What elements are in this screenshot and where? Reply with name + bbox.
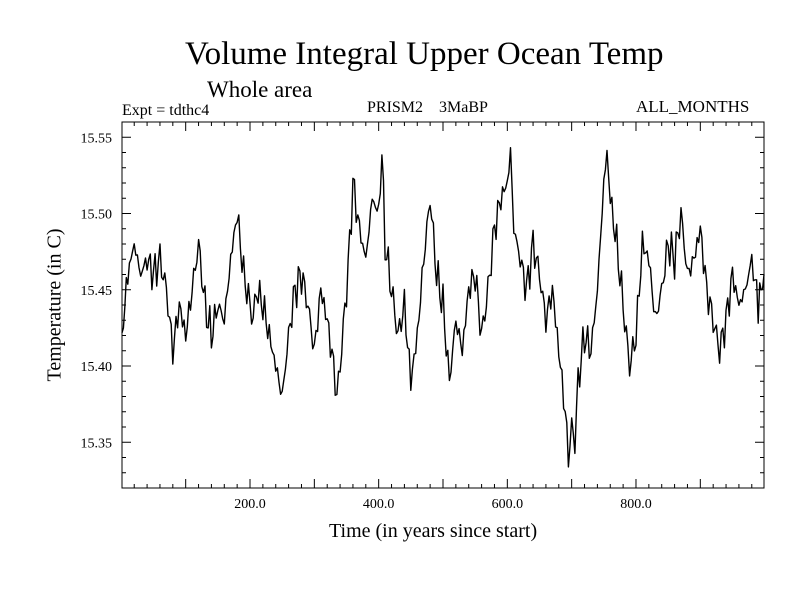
experiment-label: Expt = tdthc4 — [122, 102, 210, 119]
chart-title: Volume Integral Upper Ocean Temp — [185, 36, 664, 72]
data-series-line — [121, 146, 765, 468]
prism-label: PRISM2 3MaBP — [367, 99, 488, 116]
x-axis-label: Time (in years since start) — [329, 520, 538, 542]
x-tick-label: 800.0 — [620, 497, 652, 512]
chart-subtitle: Whole area — [207, 77, 313, 102]
x-tick-label: 400.0 — [363, 497, 395, 512]
axis-ticks — [122, 122, 764, 488]
x-tick-label: 200.0 — [234, 497, 266, 512]
y-tick-label: 15.35 — [81, 436, 113, 451]
y-tick-label: 15.40 — [81, 360, 113, 375]
x-tick-label: 600.0 — [492, 497, 524, 512]
plot-frame — [121, 121, 765, 489]
y-tick-label: 15.55 — [81, 131, 113, 146]
y-tick-label: 15.45 — [81, 284, 113, 299]
months-label: ALL_MONTHS — [636, 97, 750, 116]
axis-tick-labels: 200.0 400.0 600.0 800.0 15.35 15.40 15.45 15.50… — [81, 131, 652, 512]
y-tick-label: 15.50 — [81, 208, 113, 223]
